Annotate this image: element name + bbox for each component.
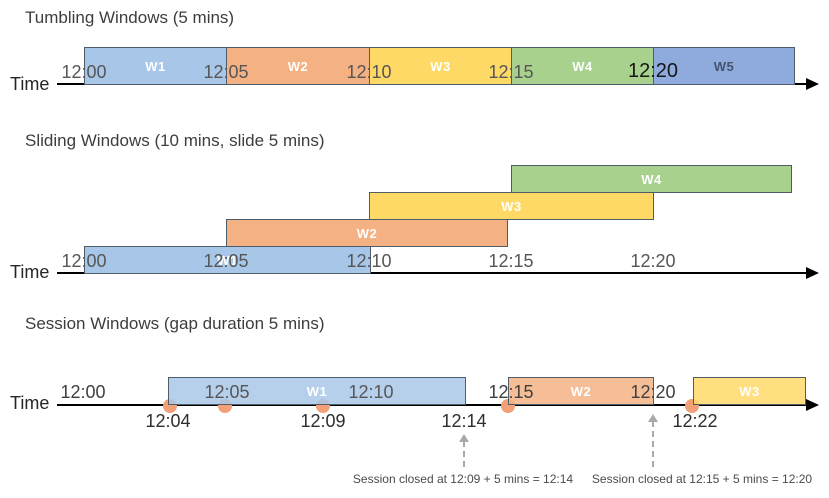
session-time-axis-label: Time [10,393,50,413]
window-label: W4 [641,171,662,187]
session-axis-arrowhead-icon [806,399,819,411]
window-label: W2 [570,383,592,399]
event-time-1204: 12:04 [145,411,191,431]
session-close-annotation-2: Session closed at 12:15 + 5 mins = 12:20 [591,472,813,486]
sliding-time-axis [57,272,808,274]
tumbling-axis-arrowhead-icon [806,78,819,90]
tumbling-window-w4: W4 [511,47,654,85]
event-time-1222: 12:22 [672,411,718,431]
session-close-annotation-1: Session closed at 12:09 + 5 mins = 12:14 [352,472,574,486]
sliding-tick-1215: 12:15 [488,251,534,271]
session-close-arrow [652,421,654,467]
tumbling-tick-1220: 12:20 [627,60,679,82]
session-close-arrowhead-icon [648,414,658,422]
window-label: W3 [739,383,760,399]
window-label: W5 [713,58,735,74]
tumbling-tick-1210: 12:10 [346,62,392,82]
sliding-window-w2: W2 [226,219,508,247]
sliding-tick-1220: 12:20 [630,251,676,271]
sliding-axis-arrowhead-icon [806,267,819,279]
tumbling-window-w2: W2 [226,47,370,85]
session-close-arrowhead-icon [459,434,469,442]
tumbling-tick-1215: 12:15 [488,62,534,82]
event-time-1209: 12:09 [300,411,346,431]
tumbling-window-w3: W3 [369,47,512,85]
event-time-1214: 12:14 [441,411,487,431]
sliding-window-w4: W4 [511,165,792,193]
window-label: W3 [501,198,522,214]
sliding-window-w3: W3 [369,192,654,220]
tumbling-title: Tumbling Windows (5 mins) [25,8,235,27]
session-close-arrow [463,441,465,467]
window-label: W2 [287,58,309,74]
sliding-tick-1200: 12:00 [61,251,107,271]
sliding-tick-1210: 12:10 [346,251,392,271]
sliding-time-axis-label: Time [10,262,50,282]
session-tick-1205: 12:05 [204,382,250,402]
tumbling-tick-1200: 12:00 [61,62,107,82]
session-window-w2: W2 [508,377,654,405]
session-tick-1220: 12:20 [630,382,676,402]
window-label: W3 [430,58,451,74]
window-label: W1 [306,383,328,399]
session-time-axis [57,404,808,406]
session-window-w3: W3 [693,377,806,405]
sliding-tick-1205: 12:05 [203,251,249,271]
session-tick-1200: 12:00 [60,382,106,402]
tumbling-time-axis-label: Time [10,74,50,94]
session-window-w1: W1 [168,377,466,405]
sliding-title: Sliding Windows (10 mins, slide 5 mins) [25,131,325,150]
tumbling-window-w5: W5 [653,47,795,85]
window-label: W4 [572,58,593,74]
sliding-window-w1: W1 [84,246,371,274]
window-label: W1 [145,58,166,74]
session-title: Session Windows (gap duration 5 mins) [25,314,325,333]
session-tick-1210: 12:10 [348,382,394,402]
tumbling-tick-1205: 12:05 [203,62,249,82]
window-label: W1 [217,252,238,268]
tumbling-window-w1: W1 [84,47,227,85]
window-label: W2 [356,225,378,241]
session-tick-1215: 12:15 [488,382,534,402]
